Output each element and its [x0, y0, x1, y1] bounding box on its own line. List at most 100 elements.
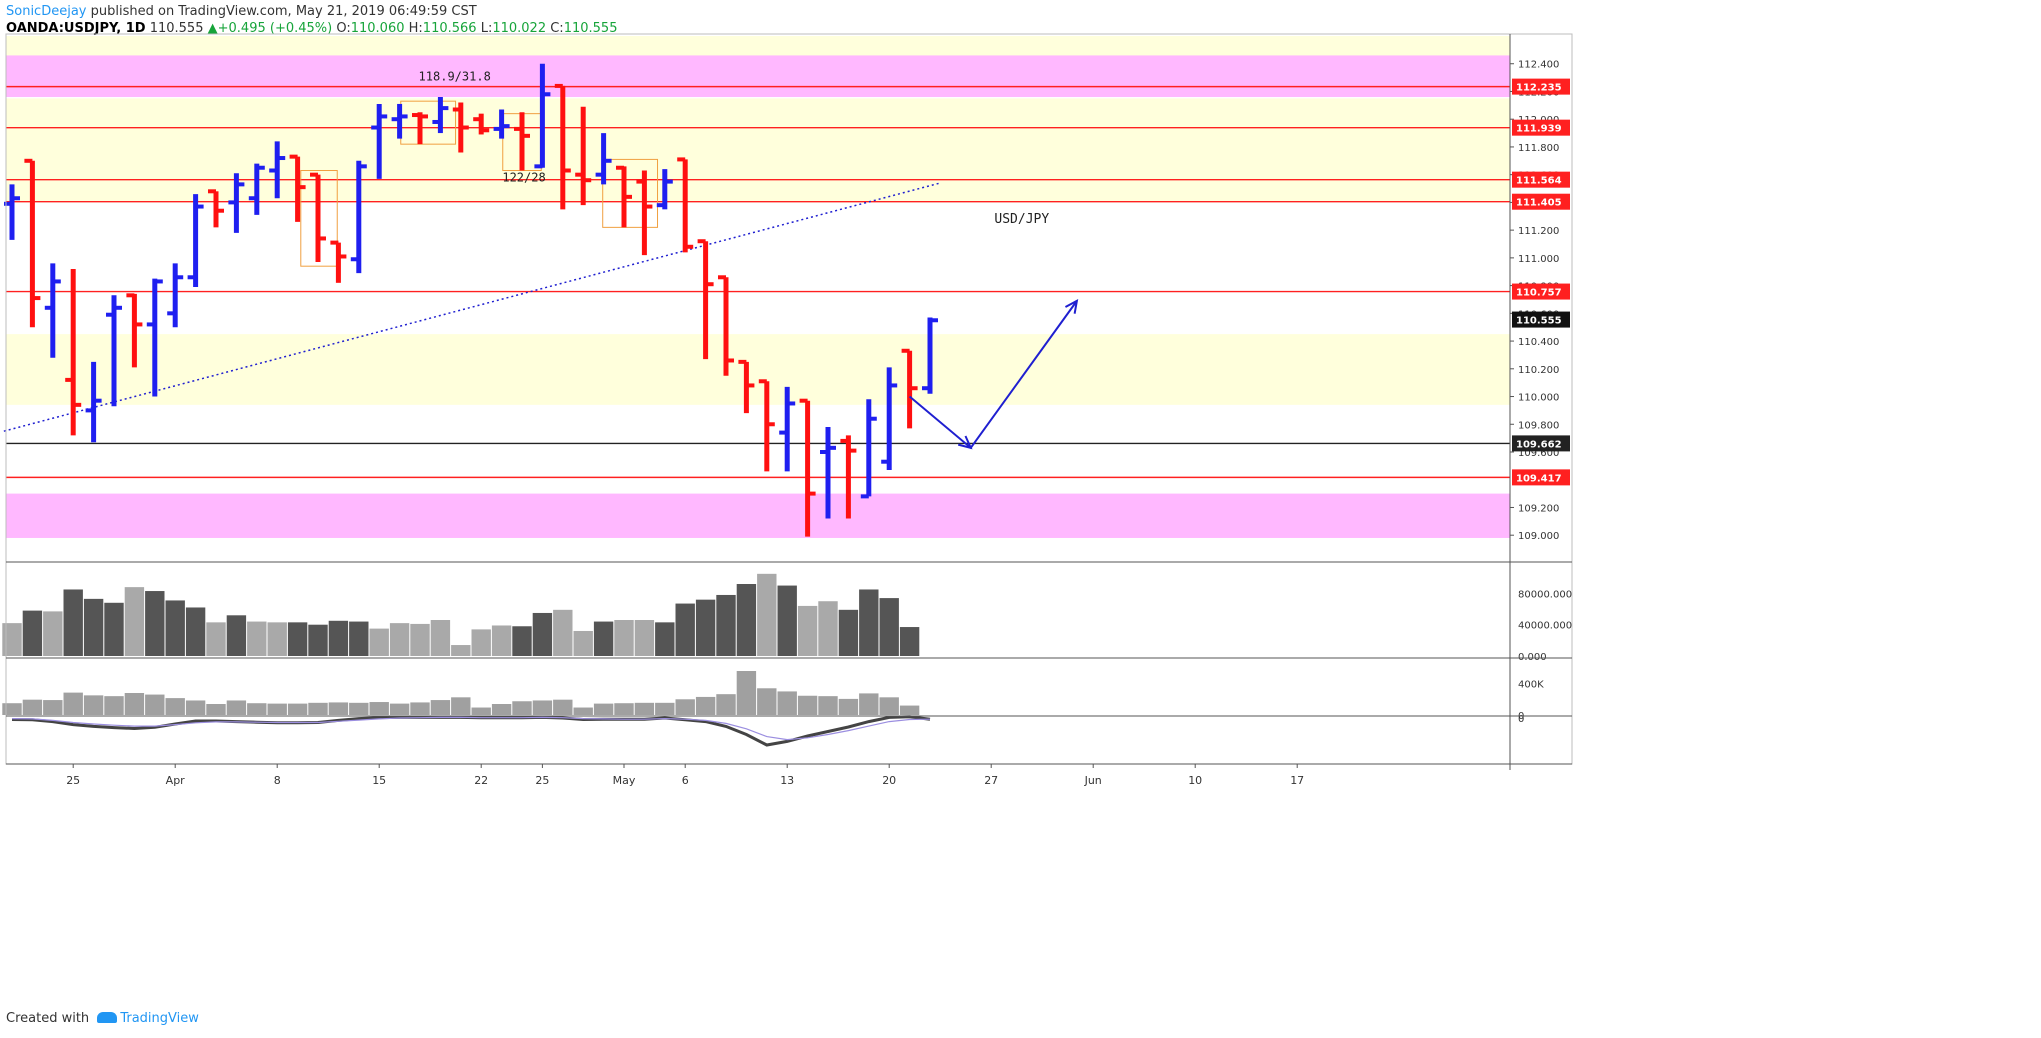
volume-bar	[532, 612, 553, 656]
vol-osc-bar	[389, 703, 410, 715]
vol-osc-bar	[145, 694, 165, 715]
volume-bar	[22, 610, 43, 656]
vol-osc-bar	[614, 703, 634, 715]
vol-osc-bar	[879, 697, 899, 715]
vol-osc-bar	[859, 693, 879, 715]
open-label: O:	[336, 21, 351, 36]
vol-osc-bar	[43, 700, 63, 715]
volume-bar	[206, 622, 226, 656]
projection-arrowhead-up	[1064, 298, 1079, 314]
time-tick-label: May	[613, 774, 636, 787]
vol-osc-bar	[553, 699, 573, 715]
price-tick-label: 111.800	[1518, 143, 1559, 154]
volume-bar	[226, 615, 247, 656]
high-label: H:	[408, 21, 423, 36]
time-tick-label: 17	[1290, 774, 1304, 787]
time-tick-label: 20	[882, 774, 896, 787]
volume-bar	[553, 609, 573, 656]
vol-osc-bar	[410, 702, 430, 715]
level-price-tag	[1512, 435, 1570, 452]
change-value: +0.495 (+0.45%)	[217, 21, 333, 36]
level-price-tag-label: 111.564	[1516, 176, 1562, 187]
volume-bar	[63, 589, 83, 656]
vol-osc-bar	[777, 691, 797, 715]
tradingview-link[interactable]: TradingView	[120, 1011, 199, 1026]
last-price-tag	[1512, 311, 1570, 328]
vol-osc-bar	[512, 701, 532, 715]
symbol-label: OANDA:USDJPY, 1D	[6, 21, 146, 36]
volume-bar	[655, 622, 675, 656]
vol-osc-bar	[797, 695, 818, 715]
volume-bar	[104, 602, 124, 656]
vol-osc-bar	[349, 702, 369, 715]
volume-bar	[145, 591, 165, 656]
low-value: 110.022	[492, 21, 547, 36]
time-tick-label: 15	[372, 774, 386, 787]
level-price-tag	[1512, 78, 1570, 95]
oscillator-tick-label: 0	[1518, 714, 1524, 725]
author-link[interactable]: SonicDeejay	[6, 4, 87, 19]
vol-osc-bar	[675, 699, 695, 715]
volume-bar	[83, 598, 104, 656]
price-tick-label: 111.200	[1518, 226, 1559, 237]
volume-bar	[349, 621, 369, 656]
volume-bar	[410, 623, 430, 656]
vol-osc-bar	[593, 703, 614, 715]
volume-bar	[491, 625, 512, 656]
vol-osc-tick-label: 400K	[1518, 680, 1544, 691]
volume-bar	[328, 620, 349, 656]
open-value: 110.060	[350, 21, 405, 36]
volume-bar	[43, 611, 63, 656]
zone-pink	[6, 55, 1510, 98]
volume-bar	[247, 621, 267, 656]
level-price-tag	[1512, 193, 1570, 210]
last-price-tag-label: 110.555	[1516, 316, 1562, 327]
volume-bar	[675, 603, 695, 656]
vol-osc-bar	[226, 700, 247, 715]
volume-bar	[838, 609, 859, 656]
vol-osc-bar	[206, 704, 226, 715]
volume-bar	[634, 620, 655, 656]
time-tick-label: 8	[274, 774, 281, 787]
volume-bar	[879, 598, 899, 656]
level-price-tag-label: 111.939	[1516, 124, 1562, 135]
vol-osc-bar	[430, 700, 451, 715]
volume-bar	[185, 607, 206, 656]
vol-osc-bar	[267, 703, 287, 715]
chart-annotation: 122/28	[502, 171, 545, 185]
chart-annotation: 118.9/31.8	[419, 69, 491, 83]
vol-osc-bar	[818, 696, 838, 715]
time-tick-label: Jun	[1084, 774, 1102, 787]
level-price-tag-label: 111.405	[1516, 198, 1562, 209]
vol-osc-bar	[757, 688, 777, 715]
close-value: 110.555	[563, 21, 618, 36]
tradingview-logo-icon	[97, 1012, 118, 1023]
vol-osc-bar	[287, 703, 308, 715]
level-price-tag-label: 112.235	[1516, 83, 1562, 94]
volume-bar	[165, 600, 185, 656]
time-tick-label: 22	[474, 774, 488, 787]
price-tick-label: 109.600	[1518, 448, 1559, 459]
time-tick-label: 27	[984, 774, 998, 787]
volume-bar	[899, 627, 920, 656]
volume-bar	[308, 624, 328, 656]
oscillator-line	[11, 715, 931, 747]
volume-bar	[757, 573, 777, 656]
volume-bar	[736, 584, 757, 656]
volume-bar	[573, 630, 593, 656]
vol-osc-bar	[165, 698, 185, 715]
time-tick-label: 6	[682, 774, 689, 787]
vol-osc-bar	[83, 695, 104, 715]
volume-bar	[797, 605, 818, 656]
vol-osc-bar	[899, 705, 920, 715]
vol-osc-bar	[716, 694, 736, 715]
time-tick-label: 25	[66, 774, 80, 787]
volume-bar	[859, 589, 879, 656]
vol-osc-bar	[308, 702, 328, 715]
volume-bar	[287, 622, 308, 656]
level-price-tag	[1512, 119, 1570, 136]
level-price-tag	[1512, 469, 1570, 486]
volume-bar	[471, 629, 491, 656]
volume-bar	[695, 599, 716, 656]
